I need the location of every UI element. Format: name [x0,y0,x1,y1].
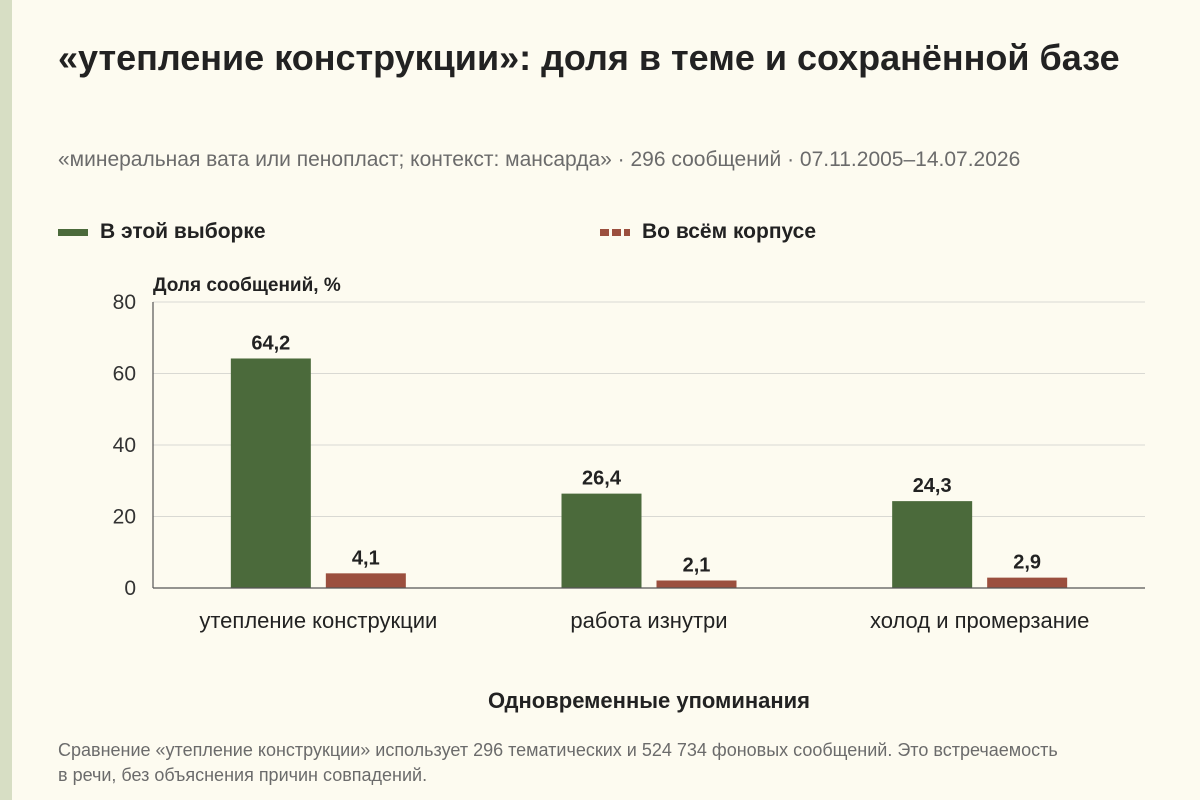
x-tick-label: работа изнутри [570,608,727,633]
bar-sample-1 [230,358,311,588]
bar-corpus-1 [325,573,406,588]
legend-label-sample: В этой выборке [100,220,266,243]
bars: 64,2 4,1 26,4 2,1 24,3 2,9 [230,332,1068,588]
legend-swatch-corpus [600,228,630,236]
bar-corpus-2 [656,580,737,588]
data-label: 2,9 [1013,552,1041,574]
grid-lines [153,301,1145,517]
y-axis-label: Доля сообщений, % [153,275,341,296]
legend-swatch-sample [58,228,88,236]
y-tick-label: 0 [124,577,136,600]
legend-item-sample: В этой выборке [58,218,266,246]
data-label: 26,4 [582,468,622,490]
data-label: 4,1 [352,547,380,569]
data-label: 2,1 [683,554,711,576]
y-tick-label: 80 [113,291,136,314]
chart-title: «утепление конструкции»: доля в теме и с… [58,37,1120,78]
bar-corpus-3 [987,577,1068,588]
legend-label-corpus: Во всём корпусе [642,220,817,243]
bar-sample-2 [561,493,642,588]
footnote: Сравнение «утепление конструкции» исполь… [58,740,1058,785]
chart-subtitle: «минеральная вата или пенопласт; контекс… [58,148,1021,171]
legend-item-corpus: Во всём корпусе [600,218,816,246]
y-tick-label: 60 [113,363,136,386]
x-tick-label: утепление конструкции [199,608,437,633]
data-label: 24,3 [913,475,952,497]
axes: 0 20 40 60 80 утепление конструкции работа изн… [113,291,1145,633]
x-tick-label: холод и промерзание [870,608,1089,633]
y-tick-label: 20 [113,506,136,529]
data-label: 64,2 [251,332,290,354]
x-axis-label: Одновременные упоминания [488,688,810,713]
bar-sample-3 [892,501,973,588]
left-accent-strip [0,0,12,800]
y-tick-label: 40 [113,434,136,457]
